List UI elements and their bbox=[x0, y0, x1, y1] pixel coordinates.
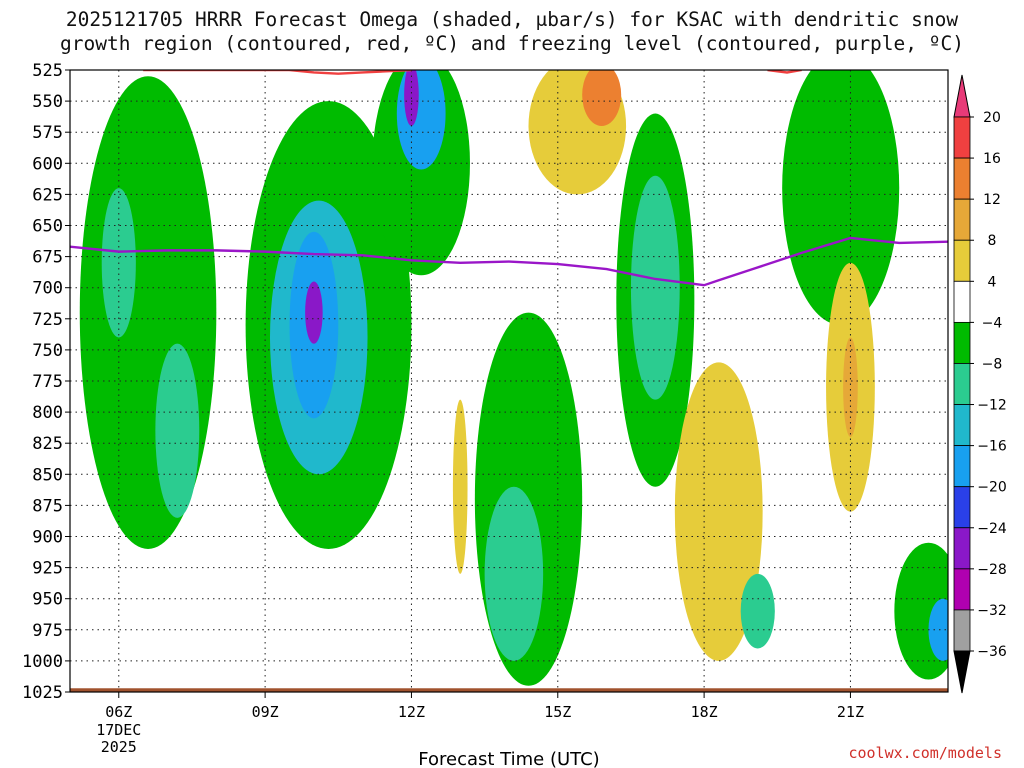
y-tick-label: 875 bbox=[32, 496, 63, 516]
y-tick-label: 675 bbox=[32, 248, 63, 268]
grid-lines bbox=[70, 70, 948, 692]
y-tick-label: 950 bbox=[32, 590, 63, 610]
omega-region-teal-14z bbox=[484, 486, 544, 661]
omega-region-yellow-13z bbox=[452, 399, 468, 574]
colorbar-bin-1 bbox=[953, 157, 971, 200]
colorbar-bin-0 bbox=[953, 116, 971, 159]
x-tick-label: 18Z bbox=[691, 703, 718, 721]
y-tick-label: 600 bbox=[32, 154, 63, 174]
y-tick-label: 1000 bbox=[22, 652, 63, 672]
y-tick-label: 550 bbox=[32, 92, 63, 112]
colorbar-bin-4 bbox=[953, 280, 971, 323]
colorbar-bin-6 bbox=[953, 363, 971, 405]
colorbar-label: −4 bbox=[982, 315, 1003, 331]
omega-region-orange-16z bbox=[582, 70, 622, 126]
dgz-contour-1 bbox=[289, 70, 412, 75]
credit-link[interactable]: coolwx.com/models bbox=[848, 744, 1002, 762]
y-tick-label: 775 bbox=[32, 372, 63, 392]
colorbar-label: −16 bbox=[977, 439, 1007, 455]
ground-surface bbox=[70, 688, 948, 692]
y-tick-label: 575 bbox=[32, 123, 63, 143]
colorbar-label: 4 bbox=[988, 274, 997, 290]
y-tick-label: 975 bbox=[32, 621, 63, 641]
x-tick-label: 15Z bbox=[544, 703, 571, 721]
freezing-level-line bbox=[70, 236, 948, 287]
omega-region-blue-12z bbox=[396, 70, 446, 170]
colorbar-label: −20 bbox=[977, 480, 1007, 496]
x-tick-label: 06Z bbox=[105, 703, 132, 721]
y-tick-label: 625 bbox=[32, 185, 63, 205]
colorbar-label: −28 bbox=[977, 562, 1007, 578]
colorbar-label: −32 bbox=[977, 603, 1007, 619]
colorbar-bin-3 bbox=[953, 239, 971, 282]
omega-region-green-2030 bbox=[782, 70, 900, 325]
colorbar-bin-10 bbox=[953, 527, 971, 570]
omega-region-green-band-0530-0800 bbox=[79, 76, 217, 549]
y-tick-label: 725 bbox=[32, 310, 63, 330]
colorbar-bin-12 bbox=[953, 609, 971, 652]
y-axis: 525 550 575 600 625 650 675 700 725 750 775 800 825 8… bbox=[22, 61, 70, 703]
y-tick-label: 825 bbox=[32, 434, 63, 454]
contour-lines bbox=[70, 70, 948, 287]
colorbar-bin-9 bbox=[953, 486, 971, 529]
y-tick-label: 650 bbox=[32, 217, 63, 237]
colorbar-bin-5 bbox=[953, 321, 971, 364]
colorbar-bin-11 bbox=[953, 568, 971, 611]
colorbar-max-arrow bbox=[953, 74, 971, 118]
x-tick-label: 09Z bbox=[252, 703, 279, 721]
omega-shading bbox=[70, 70, 948, 692]
colorbar-bin-2 bbox=[953, 198, 971, 241]
y-tick-label: 750 bbox=[32, 341, 63, 361]
chart-title-line2: growth region (contoured, red, ºC) and f… bbox=[60, 32, 964, 55]
colorbar-label: 12 bbox=[983, 192, 1001, 208]
omega-region-blue-23z bbox=[928, 598, 948, 661]
y-tick-label: 850 bbox=[32, 465, 63, 485]
omega-region-teal-07z bbox=[155, 343, 200, 518]
colorbar-label: −24 bbox=[977, 521, 1007, 537]
omega-region-teal-17z bbox=[630, 175, 680, 400]
colorbar-legend: 20 16 12 8 4 −4 −8 −12 −16 −20 −24 −28 −32 −36 bbox=[953, 74, 1007, 694]
omega-region-purple-10z bbox=[305, 281, 323, 344]
dgz-contour-2 bbox=[767, 70, 802, 74]
x-axis-label: Forecast Time (UTC) bbox=[418, 749, 599, 768]
x-tick-sublabel: 17DEC bbox=[96, 721, 141, 739]
omega-region-green-23z bbox=[894, 542, 948, 680]
x-tick-sublabel: 2025 bbox=[101, 738, 137, 756]
colorbar-min-arrow bbox=[953, 650, 971, 694]
y-tick-label: 900 bbox=[32, 528, 63, 548]
chart-title-line1: 2025121705 HRRR Forecast Omega (shaded, … bbox=[65, 8, 959, 31]
colorbar-bin-8 bbox=[953, 445, 971, 488]
omega-region-yellow-18z bbox=[674, 362, 763, 661]
x-tick-label: 12Z bbox=[398, 703, 425, 721]
y-tick-label: 525 bbox=[32, 61, 63, 81]
x-tick-label: 21Z bbox=[837, 703, 864, 721]
colorbar-bin-7 bbox=[953, 404, 971, 447]
colorbar-label: −36 bbox=[977, 644, 1007, 660]
colorbar-label: 20 bbox=[983, 110, 1001, 126]
omega-region-green-12z bbox=[372, 70, 470, 276]
omega-region-purple-12z bbox=[404, 70, 419, 126]
y-tick-label: 1025 bbox=[22, 683, 63, 703]
colorbar-label: 8 bbox=[988, 233, 997, 249]
omega-region-teal-19z bbox=[740, 573, 775, 649]
colorbar-label: −12 bbox=[977, 398, 1007, 414]
colorbar-label: 16 bbox=[983, 151, 1001, 167]
y-tick-label: 800 bbox=[32, 403, 63, 423]
colorbar-label: −8 bbox=[982, 356, 1003, 372]
y-tick-label: 925 bbox=[32, 559, 63, 579]
y-tick-label: 700 bbox=[32, 279, 63, 299]
